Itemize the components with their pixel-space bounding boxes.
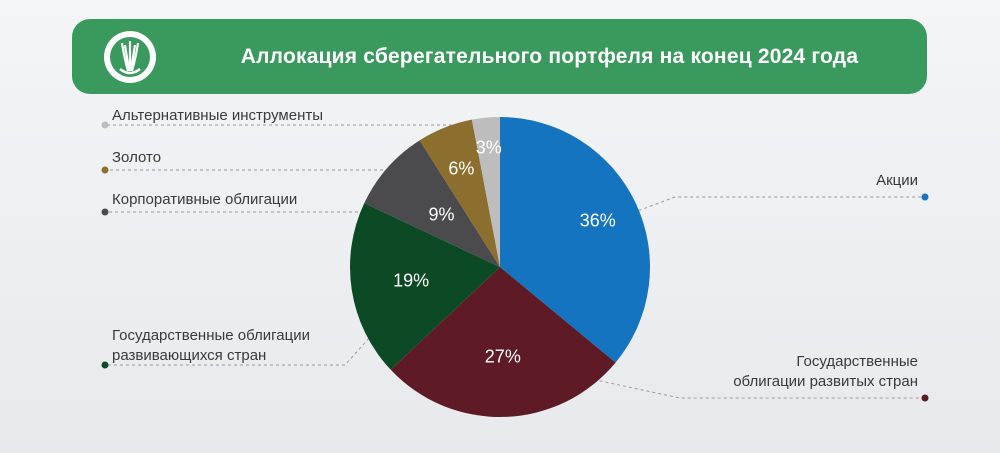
slice-corp-bonds (364, 140, 500, 267)
wheat-emblem-icon (104, 31, 156, 83)
label-alt: Альтернативные инструменты (112, 107, 324, 124)
slice-dev-bonds (390, 267, 616, 417)
slice-stocks (500, 117, 651, 363)
label-gold: Золото (112, 149, 162, 166)
legend-dot-dev (921, 394, 929, 402)
pie-slices (350, 117, 651, 417)
chart-title: Аллокация сберегательного портфеля на ко… (240, 44, 859, 68)
data-label-dev-bonds: 27% (484, 346, 521, 367)
legend-dot-em (101, 361, 109, 369)
label-stocks: Акции (876, 172, 918, 189)
leader-stocks (559, 196, 925, 241)
label-dev-line2: облигации развитых стран (733, 373, 918, 390)
label-dev-line1: Государственные (796, 353, 918, 370)
title-banner: Аллокация сберегательного портфеля на ко… (72, 19, 927, 94)
label-em-line1: Государственные облигации (112, 327, 310, 344)
label-em-line2: развивающихся стран (112, 347, 267, 364)
legend-dots (101, 121, 929, 402)
data-label-em-bonds: 19% (393, 270, 430, 291)
legend-dot-stocks (921, 193, 929, 201)
legend-dot-alt (101, 121, 109, 129)
label-corp: Корпоративные облигации (112, 191, 298, 208)
legend-dot-gold (101, 166, 109, 174)
slice-em-bonds (350, 203, 500, 370)
slice-gold (419, 119, 500, 267)
slice-alt (471, 117, 500, 267)
data-label-gold: 6% (448, 158, 475, 179)
data-label-stocks: 36% (579, 210, 616, 231)
data-label-corp-bonds: 9% (428, 204, 455, 225)
data-label-alt: 3% (475, 137, 502, 158)
legend-dot-corp (101, 208, 109, 216)
